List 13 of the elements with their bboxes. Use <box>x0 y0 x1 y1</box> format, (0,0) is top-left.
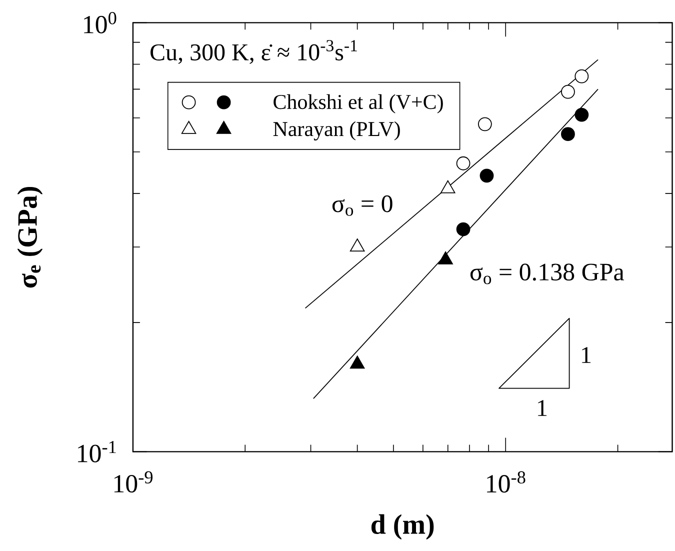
series-label: σ$_{o}$ = 0 <box>332 195 392 216</box>
y-tick-label: 10$^{0}$ <box>84 12 116 34</box>
y-tick-label: 10$^{-1}$ <box>78 441 116 462</box>
series-label: σ$_{o}$ = 0.138 GPa <box>470 264 624 284</box>
y-axis-title: σ$_{e}$ (GPa) <box>17 186 43 288</box>
legend-label: Narayan (PLV) <box>273 121 400 140</box>
x-tick-label: 10$^{-9}$ <box>114 471 153 493</box>
annotation: 1 <box>582 347 591 363</box>
annotation: 1 <box>538 400 547 416</box>
annotation: Cu, 300 K, ε̇ ≈ 10$^{-3}$s$^{-1}$ <box>150 40 357 64</box>
x-axis-title: d (m) <box>371 514 434 540</box>
legend-label: Chokshi et al (V+C) <box>274 94 443 114</box>
x-tick-label: 10$^{-8}$ <box>487 471 526 493</box>
